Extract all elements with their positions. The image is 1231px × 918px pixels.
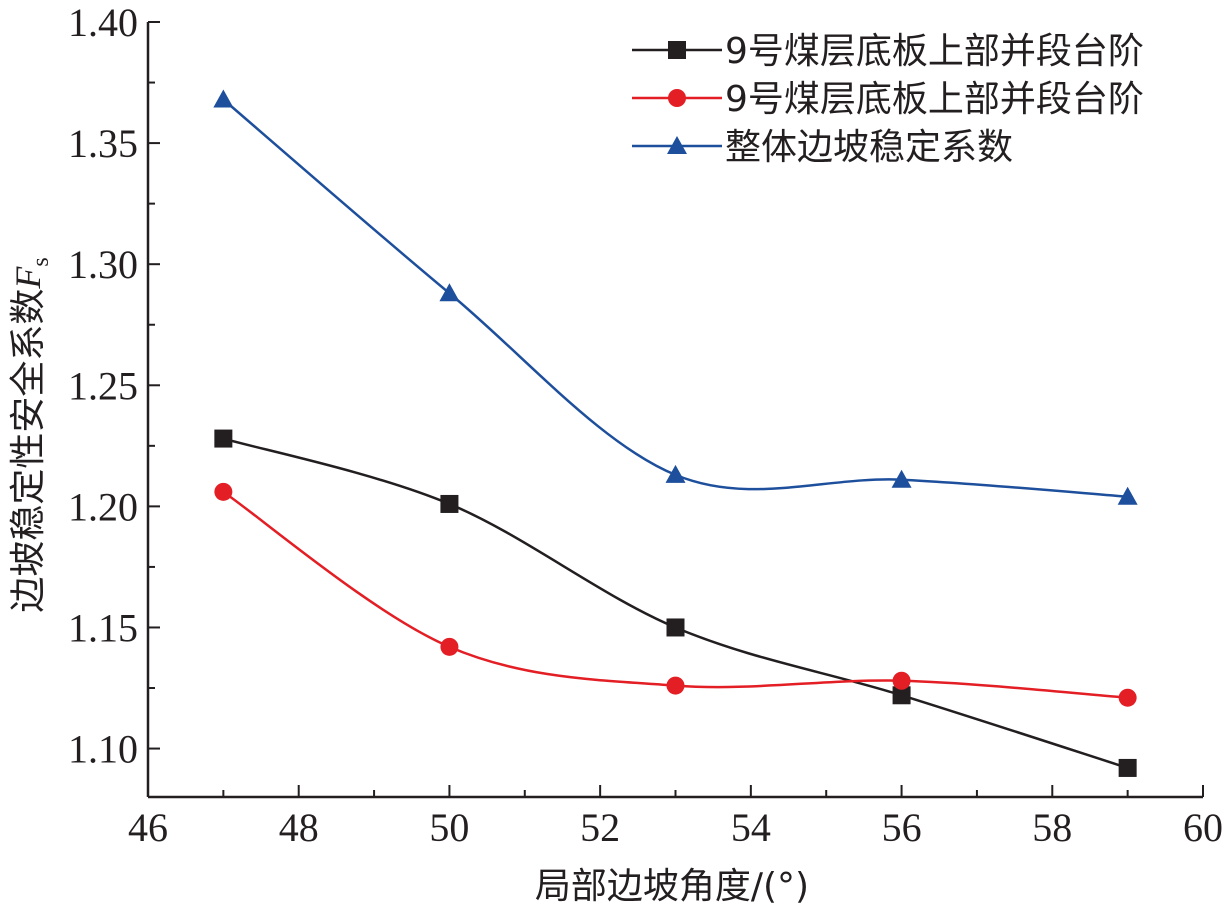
legend-label: 9号煤层底板上部并段台阶	[725, 31, 1144, 72]
data-point-circle	[892, 671, 911, 690]
legend-item-3: 整体边坡稳定系数	[632, 127, 1013, 168]
data-point-triangle	[891, 469, 912, 488]
data-point-triangle	[665, 464, 686, 483]
x-tick-label: 46	[128, 805, 168, 850]
axes	[146, 21, 1204, 799]
legend-marker-square	[668, 41, 686, 59]
x-tick-label: 58	[1032, 805, 1072, 850]
data-point-triangle	[1117, 486, 1138, 505]
x-tick-label: 56	[882, 805, 922, 850]
data-point-square	[892, 686, 911, 705]
x-axis-title: 局部边坡角度/(°)	[535, 866, 809, 907]
x-tick-label: 48	[279, 805, 319, 850]
data-point-triangle	[213, 89, 234, 108]
x-tick-label: 54	[731, 805, 771, 850]
y-axis-title: 边坡稳定性安全系数Fs	[8, 257, 54, 612]
series-3	[213, 89, 1138, 505]
x-tick-label: 52	[580, 805, 620, 850]
svg-text:边坡稳定性安全系数Fs: 边坡稳定性安全系数Fs	[8, 257, 54, 612]
data-point-triangle	[439, 283, 460, 302]
series-layer	[213, 89, 1138, 777]
y-tick-label: 1.40	[68, 0, 138, 45]
data-point-square	[440, 494, 459, 513]
legend-marker-triangle	[667, 136, 687, 154]
y-axis-symbol: F	[8, 266, 48, 290]
y-tick-label: 1.25	[68, 363, 138, 408]
legend-item-2: 9号煤层底板上部并段台阶	[632, 79, 1144, 120]
legend-label: 9号煤层底板上部并段台阶	[725, 79, 1144, 120]
y-tick-label: 1.35	[68, 121, 138, 166]
data-point-circle	[1118, 688, 1137, 707]
data-point-circle	[666, 676, 685, 695]
y-tick-label: 1.10	[68, 727, 138, 772]
series-line	[222, 490, 1128, 699]
y-axis-subscript: s	[28, 257, 54, 266]
y-tick-label: 1.30	[68, 242, 138, 287]
data-point-square	[666, 618, 685, 637]
data-point-square	[214, 429, 233, 448]
y-tick-label: 1.15	[68, 605, 138, 650]
legend-item-1: 9号煤层底板上部并段台阶	[632, 31, 1144, 72]
y-axis-title-text: 边坡稳定性安全系数	[8, 289, 49, 613]
data-point-square	[1118, 758, 1137, 777]
data-point-circle	[214, 482, 233, 501]
legend-label: 整体边坡稳定系数	[725, 127, 1013, 168]
x-tick-label: 50	[429, 805, 469, 850]
series-line	[223, 437, 1129, 770]
y-tick-label: 1.20	[68, 484, 138, 529]
legend-marker-circle	[668, 89, 686, 107]
series-line	[222, 98, 1128, 498]
data-point-circle	[440, 637, 459, 656]
series-2	[214, 482, 1137, 707]
series-1	[214, 429, 1137, 777]
tick-labels: 46 48 50 52 54 56 58 60 1.10 1.15 1.20 1.25 1.30 1.35…	[68, 0, 1223, 850]
x-tick-label: 60	[1183, 805, 1223, 850]
